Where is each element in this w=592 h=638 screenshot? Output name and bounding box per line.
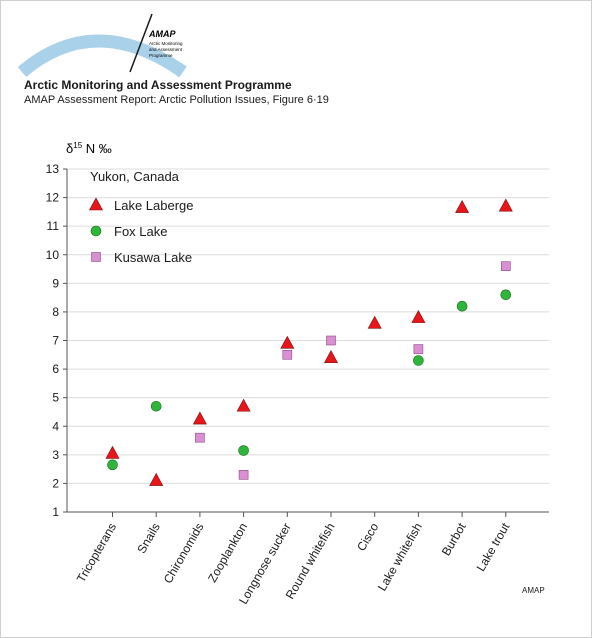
data-points — [105, 198, 513, 486]
lake-laberge-point — [280, 335, 295, 349]
y-tick-label: 13 — [46, 162, 60, 176]
legend-marker-lake-laberge — [88, 197, 104, 211]
report-subtitle: AMAP Assessment Report: Arctic Pollution… — [24, 94, 329, 106]
lake-laberge-point — [149, 472, 164, 486]
lake-laberge-point — [192, 411, 207, 425]
y-tick-label: 11 — [47, 219, 60, 233]
x-tick-labels: Tricopterans SnailsChironomidsZooplankton… — [74, 520, 513, 607]
y-tick-label: 1 — [52, 505, 59, 519]
kusawa-lake-point — [500, 261, 511, 271]
x-tick-label: Tricopterans — [74, 521, 119, 585]
x-tick-label: Cisco — [354, 520, 381, 553]
kusawa-lake-point — [326, 335, 336, 346]
y-tick-label: 8 — [52, 305, 59, 319]
lake-laberge-point — [498, 198, 513, 212]
lake-laberge-point — [455, 199, 470, 213]
fox-lake-point — [107, 459, 118, 471]
logo-subtext-3: Programme — [149, 53, 173, 58]
y-tick-label: 10 — [46, 248, 60, 262]
fox-lake-point — [413, 355, 424, 366]
legend-label-fox-lake: Fox Lake — [114, 224, 167, 239]
y-tick-label: 7 — [52, 334, 59, 348]
logo-slash — [129, 13, 153, 73]
y-tick-label: 2 — [52, 476, 59, 490]
lake-laberge-point — [236, 398, 251, 412]
y-tick-label: 4 — [52, 419, 59, 433]
logo-subtext-2: and Assessment — [149, 47, 183, 52]
x-tick-label: Chironomids — [161, 521, 207, 586]
legend-marker-kusawa-lake — [91, 252, 101, 262]
axes — [63, 168, 549, 517]
fox-lake-point — [456, 300, 468, 312]
amap-logo: AMAP Arctic Monitoring and Assessment Pr… — [17, 13, 187, 78]
lake-laberge-point — [367, 315, 382, 329]
lake-laberge-point — [411, 310, 426, 323]
legend-label-lake-laberge: Lake Laberge — [114, 198, 194, 213]
kusawa-lake-point — [282, 349, 293, 360]
y-tick-label: 5 — [52, 391, 59, 405]
y-tick-label: 9 — [52, 276, 59, 290]
y-tick-label: 12 — [46, 191, 60, 205]
y-tick-label: 6 — [52, 362, 59, 376]
x-tick-label: Zooplankton — [205, 521, 250, 585]
logo-subtext-1: Arctic Monitoring — [149, 41, 183, 46]
fox-lake-point — [238, 445, 249, 456]
legend-marker-fox-lake — [90, 225, 102, 237]
kusawa-lake-point — [195, 432, 205, 443]
y-axis-label: δ15 N ‰ — [66, 141, 112, 156]
x-tick-label: Round whitefish — [283, 521, 338, 602]
fox-lake-point — [150, 400, 162, 412]
y-tick-label: 3 — [52, 448, 59, 462]
credit-label: AMAP — [522, 586, 545, 595]
fox-lake-point — [500, 289, 512, 301]
grid-lines — [67, 168, 549, 484]
kusawa-lake-point — [413, 344, 424, 354]
x-tick-label: Lake trout — [474, 520, 513, 574]
legend-label-kusawa-lake: Kusawa Lake — [114, 250, 192, 265]
lake-laberge-point — [323, 350, 339, 363]
x-tick-label: Snails — [134, 521, 162, 556]
logo-text: AMAP — [148, 29, 176, 39]
x-tick-label: Burbot — [439, 520, 469, 558]
kusawa-lake-point — [238, 470, 249, 480]
report-title: Arctic Monitoring and Assessment Program… — [24, 78, 292, 92]
lake-laberge-point — [105, 445, 120, 459]
legend: Yukon, Canada Lake Laberge Fox Lake Kusawa … — [88, 169, 194, 265]
legend-title: Yukon, Canada — [90, 169, 180, 184]
logo-arc — [17, 34, 187, 78]
x-tick-label: Lake whitefish — [375, 521, 425, 594]
